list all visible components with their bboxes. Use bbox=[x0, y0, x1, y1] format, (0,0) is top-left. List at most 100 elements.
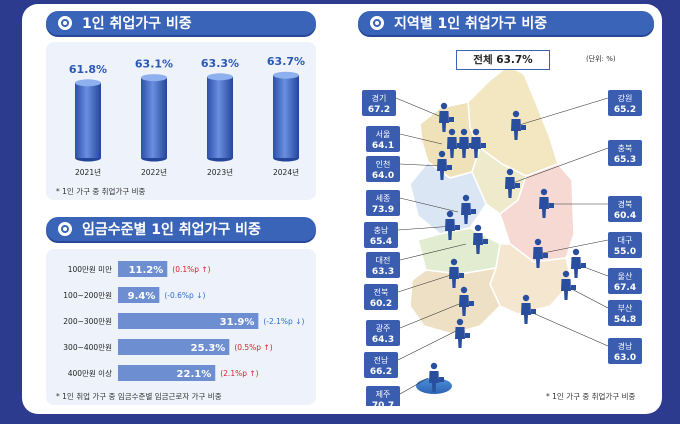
region-value: 65.2 bbox=[614, 105, 636, 115]
region-label: 광주 64.3 bbox=[366, 320, 400, 346]
region-value: 60.2 bbox=[370, 299, 392, 309]
wage-category-label: 100~200만원 bbox=[63, 291, 112, 300]
leader-line bbox=[399, 197, 459, 213]
worker-icon bbox=[461, 194, 476, 224]
map-region-jeonnam bbox=[409, 267, 501, 335]
cylinder-bar bbox=[75, 82, 101, 158]
worker-icon bbox=[521, 294, 536, 324]
leader-line bbox=[397, 225, 455, 231]
region-label-box bbox=[366, 252, 400, 278]
worker-icon bbox=[473, 224, 488, 254]
wage-bar-value: 11.2% bbox=[129, 265, 164, 276]
region-name: 부산 bbox=[618, 303, 633, 313]
region-name: 충북 bbox=[618, 144, 633, 153]
wage-bar-value: 31.9% bbox=[220, 317, 255, 328]
panel1-title: 1인 취업가구 비중 bbox=[82, 16, 192, 32]
region-value: 63.3 bbox=[372, 267, 394, 277]
panel2-header: 임금수준별 1인 취업가구 비중 bbox=[46, 217, 316, 241]
cylinder-value-label: 63.1% bbox=[135, 58, 173, 71]
leader-line bbox=[515, 97, 609, 127]
wage-bar-chart: 100만원 미만 11.2% (0.1%p ↑) 100~200만원 9.4% (-0.6… bbox=[63, 261, 304, 381]
region-name: 경북 bbox=[618, 199, 633, 209]
region-label: 세종 73.9 bbox=[366, 190, 400, 216]
panel3-note: * 1인 가구 중 취업가구 비중 bbox=[546, 392, 636, 401]
wage-category-label: 300~400만원 bbox=[63, 343, 112, 352]
region-label: 전남 66.2 bbox=[364, 352, 398, 378]
region-name: 경남 bbox=[618, 341, 633, 351]
leader-line bbox=[397, 329, 459, 361]
region-name: 광주 bbox=[376, 323, 391, 333]
unit-label: (단위: %) bbox=[586, 55, 616, 63]
region-value: 67.2 bbox=[368, 105, 390, 115]
wage-change-label: (0.1%p ↑) bbox=[172, 265, 210, 274]
panel1-header: 1인 취업가구 비중 bbox=[46, 11, 316, 35]
map-region-jeonbuk bbox=[417, 227, 501, 275]
region-label: 울산 67.4 bbox=[608, 268, 642, 294]
panel3-title: 지역별 1인 취업가구 비중 bbox=[394, 16, 548, 32]
region-name: 울산 bbox=[618, 271, 633, 281]
region-label-box bbox=[608, 196, 642, 222]
region-value: 66.2 bbox=[370, 367, 392, 377]
worker-icon bbox=[471, 128, 486, 158]
panel3-header: 지역별 1인 취업가구 비중 bbox=[358, 11, 654, 35]
wage-category-label: 400만원 이상 bbox=[68, 368, 112, 378]
region-value: 55.0 bbox=[614, 247, 636, 257]
region-label-box bbox=[608, 338, 642, 364]
wage-change-label: (-0.6%p ↓) bbox=[164, 291, 205, 300]
worker-icon bbox=[571, 248, 586, 278]
wage-category-label: 100만원 미만 bbox=[68, 265, 112, 274]
region-value: 64.1 bbox=[372, 141, 394, 151]
leader-line bbox=[399, 133, 443, 145]
leader-line bbox=[399, 163, 443, 167]
region-label: 충북 65.3 bbox=[608, 140, 642, 166]
region-label-box bbox=[366, 320, 400, 346]
worker-icon bbox=[539, 188, 554, 218]
region-label: 경남 63.0 bbox=[608, 338, 642, 364]
worker-icon bbox=[455, 318, 470, 348]
cylinder-top bbox=[273, 71, 299, 79]
region-label: 제주 70.7 bbox=[366, 386, 400, 406]
region-name: 전북 bbox=[374, 287, 389, 297]
leader-line bbox=[525, 309, 609, 347]
wage-bar bbox=[118, 261, 168, 277]
region-label: 경북 60.4 bbox=[608, 196, 642, 222]
wage-category-label: 200~300만원 bbox=[63, 317, 112, 326]
wage-bar bbox=[118, 365, 216, 381]
region-label-box bbox=[362, 90, 396, 116]
region-value: 65.4 bbox=[370, 237, 392, 247]
region-label-box bbox=[366, 190, 400, 216]
region-label-box bbox=[608, 90, 642, 116]
region-label-box bbox=[366, 386, 400, 406]
region-label-box bbox=[608, 140, 642, 166]
worker-icon bbox=[459, 286, 474, 316]
region-name: 인천 bbox=[376, 159, 391, 169]
leader-line bbox=[399, 301, 465, 329]
worker-icon bbox=[561, 270, 576, 300]
total-rate-box: 전체 63.7% bbox=[456, 50, 550, 70]
wage-bar bbox=[118, 339, 230, 355]
leader-line bbox=[397, 273, 455, 293]
circle-bullet-icon bbox=[58, 222, 72, 236]
wage-change-label: (2.1%p ↑) bbox=[220, 369, 258, 378]
cylinder-value-label: 61.8% bbox=[69, 63, 107, 76]
wage-bar-value: 9.4% bbox=[128, 291, 156, 302]
region-label: 서울 64.1 bbox=[366, 126, 400, 152]
region-label: 부산 54.8 bbox=[608, 300, 642, 326]
region-name: 세종 bbox=[376, 194, 391, 203]
cylinder-top bbox=[75, 79, 101, 87]
wage-bar bbox=[118, 287, 160, 303]
region-name: 전남 bbox=[374, 355, 389, 365]
region-value: 73.9 bbox=[372, 205, 394, 215]
region-name: 강원 bbox=[618, 93, 633, 103]
region-name: 제주 bbox=[376, 390, 391, 399]
cylinder-bar bbox=[141, 77, 167, 158]
region-label-box bbox=[608, 268, 642, 294]
region-value: 64.3 bbox=[372, 335, 394, 345]
cylinder-top bbox=[141, 74, 167, 82]
region-value: 63.0 bbox=[614, 353, 636, 363]
yearly-cylinder-chart: 61.8% 2021년 63.1% 2022년 63.3% 2023년 63.7% 2024년 bbox=[69, 55, 305, 177]
region-label: 충남 65.4 bbox=[364, 222, 398, 248]
leader-lines bbox=[395, 97, 609, 395]
region-label: 경기 67.2 bbox=[362, 90, 396, 116]
region-label-box bbox=[364, 222, 398, 248]
